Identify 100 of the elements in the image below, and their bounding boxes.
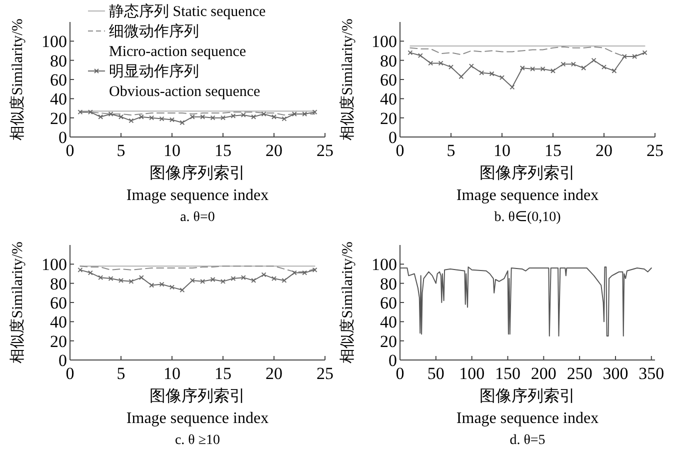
point (240, 275, 246, 280)
y-tick-label: 0 (388, 351, 397, 370)
point (479, 70, 484, 76)
point (170, 284, 174, 290)
x-tick-label: 10 (494, 141, 510, 160)
point (240, 112, 246, 118)
point (190, 278, 195, 283)
y-axis-title: 相似度Similarity/% (339, 242, 356, 364)
y-tick-label: 80 (50, 51, 67, 70)
y-tick-label: 100 (42, 255, 67, 274)
line-series (400, 266, 652, 337)
y-tick-label: 40 (380, 312, 397, 332)
point (540, 66, 546, 72)
point (200, 114, 206, 120)
y-tick-label: 20 (380, 108, 397, 128)
y-tick-label: 60 (380, 70, 397, 90)
point (108, 276, 114, 282)
x-tick-label: 10 (164, 364, 180, 383)
point (149, 282, 154, 288)
point (292, 112, 297, 116)
point (251, 278, 256, 283)
y-tick-label: 40 (50, 312, 67, 332)
y-tick-label: 20 (380, 332, 397, 351)
x-axis-title: 图像序列索引 Image sequence index (126, 387, 269, 427)
point (138, 275, 144, 280)
point (98, 275, 104, 280)
point (458, 74, 464, 80)
x-tick-label: 20 (266, 364, 282, 383)
point (292, 270, 297, 276)
y-tick-label: 80 (50, 274, 67, 294)
point (159, 282, 164, 287)
point (98, 114, 104, 120)
point (581, 66, 586, 70)
text: c. θ ≥10 (174, 433, 220, 448)
x-tick-label: 20 (266, 141, 282, 160)
x-tick-label: 20 (596, 141, 612, 160)
point (438, 60, 444, 66)
point (500, 75, 504, 80)
text: a. θ=0 (180, 210, 215, 225)
point (272, 276, 276, 282)
x-axis-title: 图像序列索引 Image sequence index (456, 164, 599, 204)
y-axis-title: 相似度Similarity/% (9, 242, 26, 364)
text: b. θ∈(0,10) (494, 210, 562, 225)
y-tick-label: 100 (372, 32, 397, 52)
y-tick-label: 0 (388, 128, 397, 147)
point (272, 114, 276, 120)
x-tick-label: 100 (459, 364, 485, 383)
point (612, 68, 617, 74)
x-tick-label: 25 (316, 141, 334, 160)
point (468, 64, 474, 69)
x-tick-label: 15 (544, 141, 562, 160)
text: d. θ=5 (510, 433, 546, 448)
point (428, 60, 434, 66)
x-tick-label: 300 (602, 364, 628, 383)
x-tick-label: 15 (214, 364, 232, 383)
point (261, 272, 266, 278)
point (282, 116, 287, 122)
point (159, 116, 164, 122)
y-tick-label: 100 (42, 32, 67, 52)
point (302, 112, 308, 116)
y-axis-title: 相似度Similarity/% (339, 18, 356, 140)
y-tick-label: 20 (50, 332, 67, 351)
point (200, 278, 206, 284)
x-tick-label: 5 (116, 364, 126, 383)
x-tick-label: 200 (530, 364, 556, 383)
point (118, 114, 124, 120)
y-axis-title: 相似度Similarity/% (9, 18, 26, 140)
point (448, 64, 454, 70)
x-tick-label: 15 (214, 141, 232, 160)
point (520, 66, 525, 70)
y-tick-label: 20 (50, 108, 67, 128)
y-tick-label: 60 (50, 294, 67, 312)
y-tick-label: 80 (380, 51, 397, 70)
point (530, 66, 536, 72)
point (220, 278, 226, 284)
y-tick-label: 0 (58, 128, 67, 147)
y-tick-label: 60 (380, 294, 397, 312)
x-tick-label: 50 (427, 364, 444, 383)
point (220, 115, 226, 120)
point (108, 112, 114, 116)
point (261, 112, 266, 116)
x-axis-title: 图像序列索引 Image sequence index (456, 387, 599, 427)
x-tick-label: 25 (646, 141, 664, 160)
point (88, 110, 93, 115)
point (128, 118, 134, 124)
point (570, 62, 576, 67)
x-tick-label: 25 (316, 364, 334, 383)
point (118, 278, 124, 283)
point (560, 62, 566, 67)
point (230, 113, 236, 118)
point (602, 64, 606, 70)
point (170, 117, 174, 122)
point (88, 270, 93, 276)
x-tick-label: 5 (116, 141, 126, 160)
point (510, 84, 515, 90)
legend-label: 细微动作序列 Micro-action sequence (109, 23, 246, 60)
point (210, 277, 216, 282)
point (180, 120, 185, 126)
point (128, 278, 134, 284)
x-tick-label: 10 (164, 141, 180, 160)
